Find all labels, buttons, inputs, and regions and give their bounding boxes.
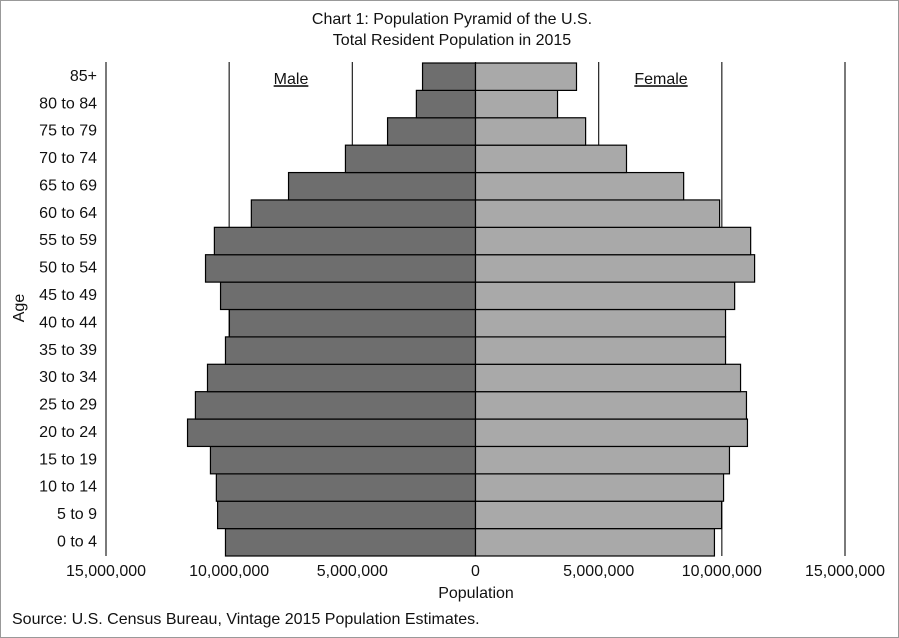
x-tick-label: 5,000,000 xyxy=(563,563,634,580)
x-tick-label: 10,000,000 xyxy=(682,563,762,580)
y-axis-label: Age xyxy=(11,294,28,323)
y-tick-label: 35 to 39 xyxy=(39,342,97,359)
y-tick-label: 70 to 74 xyxy=(39,150,97,167)
y-tick-label: 0 to 4 xyxy=(57,534,97,551)
y-tick-label: 5 to 9 xyxy=(57,506,97,523)
male-bar xyxy=(250,199,477,228)
female-bar xyxy=(474,308,727,338)
male-bar xyxy=(224,528,477,557)
y-tick-label: 45 to 49 xyxy=(39,287,97,304)
female-bar xyxy=(474,528,716,557)
y-tick-label: 20 to 24 xyxy=(39,424,97,441)
male-bar xyxy=(209,445,477,475)
female-bar xyxy=(474,336,727,365)
female-bar xyxy=(474,62,578,91)
chart-title: Chart 1: Population Pyramid of the U.S. xyxy=(312,11,592,28)
male-bar xyxy=(216,500,477,530)
x-tick-label: 0 xyxy=(471,563,480,580)
female-bar xyxy=(474,226,752,256)
legend-label: Female xyxy=(634,71,687,88)
y-tick-label: 75 to 79 xyxy=(39,123,97,140)
y-tick-label: 65 to 69 xyxy=(39,177,97,194)
male-bar xyxy=(415,89,477,119)
y-tick-label: 55 to 59 xyxy=(39,232,97,249)
female-bar xyxy=(474,473,725,502)
female-bar xyxy=(474,199,721,228)
female-bar xyxy=(474,500,723,530)
y-tick-label: 25 to 29 xyxy=(39,397,97,414)
male-bar xyxy=(204,254,477,283)
female-bar xyxy=(474,254,756,283)
male-bar xyxy=(219,281,477,311)
chart-subtitle: Total Resident Population in 2015 xyxy=(333,32,571,49)
y-tick-label: 30 to 34 xyxy=(39,369,97,386)
y-tick-label: 60 to 64 xyxy=(39,205,97,222)
female-bar xyxy=(474,117,587,146)
female-bar xyxy=(474,281,736,311)
y-tick-label: 50 to 54 xyxy=(39,260,97,277)
source-note: Source: U.S. Census Bureau, Vintage 2015… xyxy=(12,611,480,628)
male-bar xyxy=(386,117,477,146)
male-bar xyxy=(344,144,477,174)
y-tick-label: 80 to 84 xyxy=(39,95,97,112)
y-tick-label: 15 to 19 xyxy=(39,451,97,468)
female-bar xyxy=(474,391,748,420)
female-bar xyxy=(474,363,742,393)
female-bar xyxy=(474,445,731,475)
x-axis-label: Population xyxy=(438,585,514,602)
male-bar xyxy=(224,336,477,365)
male-bar xyxy=(186,418,477,448)
male-bar xyxy=(194,391,477,420)
x-tick-label: 15,000,000 xyxy=(805,563,885,580)
male-bar xyxy=(228,308,477,338)
legend-label: Male xyxy=(274,71,309,88)
female-bar xyxy=(474,144,628,174)
y-tick-label: 40 to 44 xyxy=(39,314,97,331)
female-bar xyxy=(474,171,685,201)
y-tick-label: 85+ xyxy=(70,68,97,85)
male-bar xyxy=(421,62,477,91)
x-tick-label: 10,000,000 xyxy=(189,563,269,580)
male-bar xyxy=(215,473,477,502)
male-bar xyxy=(206,363,477,393)
x-tick-label: 15,000,000 xyxy=(66,563,146,580)
male-bar xyxy=(287,171,477,201)
male-bar xyxy=(213,226,477,256)
y-tick-label: 10 to 14 xyxy=(39,479,97,496)
x-tick-label: 5,000,000 xyxy=(317,563,388,580)
female-bar xyxy=(474,89,559,119)
female-bar xyxy=(474,418,749,448)
